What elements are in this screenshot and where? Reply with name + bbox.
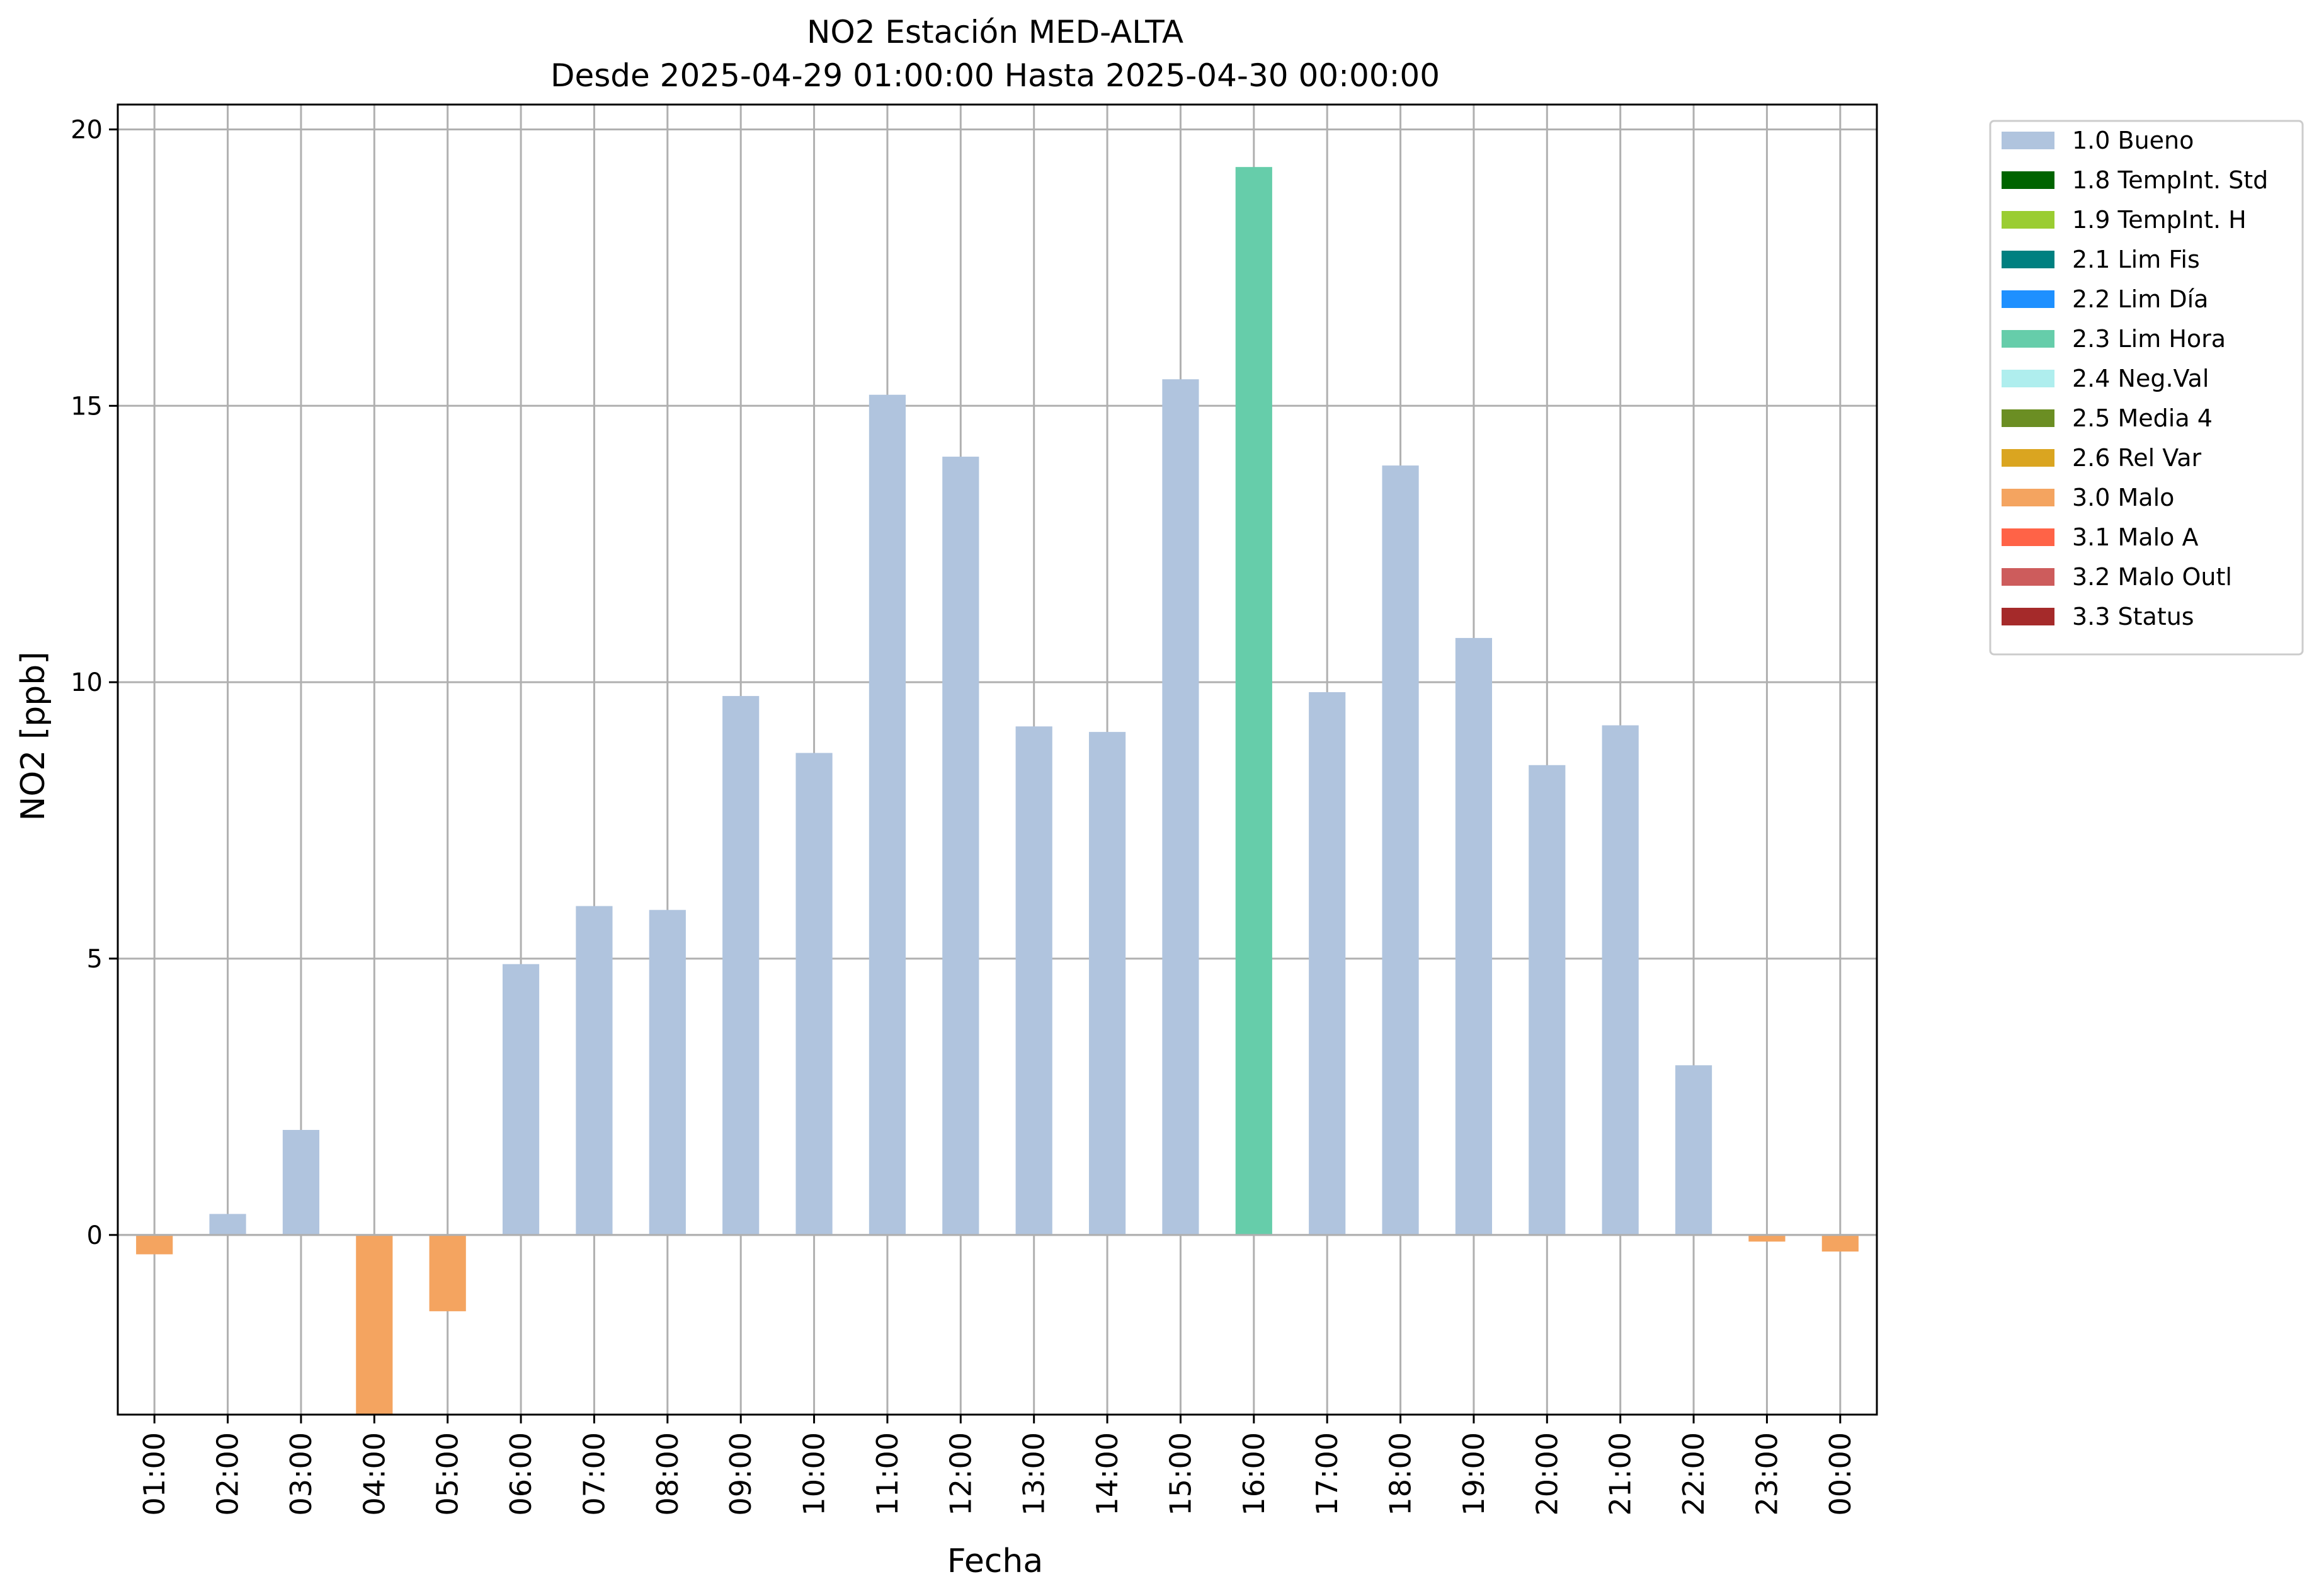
x-tick-label: 23:00 xyxy=(1750,1432,1784,1516)
chart-title: NO2 Estación MED-ALTA xyxy=(807,14,1183,50)
legend-swatch xyxy=(2002,211,2054,229)
y-tick-label: 5 xyxy=(87,945,103,974)
bar xyxy=(502,964,540,1235)
y-tick-label: 10 xyxy=(71,668,103,697)
x-tick-label: 03:00 xyxy=(284,1432,318,1516)
x-tick-label: 05:00 xyxy=(431,1432,465,1516)
legend-label: 3.1 Malo A xyxy=(2072,523,2198,551)
bar xyxy=(1309,692,1346,1235)
legend-label: 2.6 Rel Var xyxy=(2072,444,2202,472)
bar xyxy=(1821,1234,1859,1252)
y-tick-label: 15 xyxy=(71,392,103,421)
legend-swatch xyxy=(2002,330,2054,348)
legend-swatch xyxy=(2002,608,2054,625)
bar xyxy=(1748,1234,1786,1242)
bar xyxy=(429,1234,466,1311)
legend-swatch xyxy=(2002,132,2054,149)
x-tick-label: 09:00 xyxy=(724,1432,758,1516)
y-tick-label: 20 xyxy=(71,115,103,144)
x-tick-label: 18:00 xyxy=(1384,1432,1418,1516)
legend-label: 3.3 Status xyxy=(2072,603,2194,630)
bar xyxy=(356,1234,393,1415)
legend-swatch xyxy=(2002,409,2054,427)
bar xyxy=(136,1234,173,1255)
legend-swatch xyxy=(2002,449,2054,467)
bar xyxy=(1529,765,1566,1235)
bar xyxy=(869,394,906,1235)
legend: 1.0 Bueno 1.8 TempInt. Std 1.9 TempInt. H 2… xyxy=(1989,120,2304,656)
legend-label: 2.1 Lim Fis xyxy=(2072,246,2200,273)
bar xyxy=(1235,167,1272,1235)
bar xyxy=(1602,725,1639,1235)
legend-label: 1.8 TempInt. Std xyxy=(2072,166,2268,194)
y-axis-label: NO2 [ppb] xyxy=(14,651,52,821)
x-tick-label: 12:00 xyxy=(943,1432,977,1516)
x-tick-label: 02:00 xyxy=(211,1432,245,1516)
x-tick-label: 06:00 xyxy=(504,1432,538,1516)
legend-label: 3.0 Malo xyxy=(2072,484,2174,511)
bar xyxy=(209,1214,246,1235)
x-axis-ticks: 01:00 02:00 03:00 04:00 05:00 06:00 07:00 08:00… xyxy=(137,1415,1857,1516)
bar xyxy=(1088,732,1126,1235)
x-tick-label: 14:00 xyxy=(1090,1432,1124,1516)
legend-swatch xyxy=(2002,370,2054,387)
legend-label: 1.9 TempInt. H xyxy=(2072,206,2247,234)
bar xyxy=(649,909,686,1235)
x-tick-label: 21:00 xyxy=(1604,1432,1638,1516)
x-tick-label: 11:00 xyxy=(870,1432,904,1516)
bar xyxy=(795,753,833,1235)
x-axis-label: Fecha xyxy=(947,1542,1043,1580)
x-tick-label: 10:00 xyxy=(797,1432,831,1516)
bar xyxy=(1015,726,1052,1235)
chart-subtitle: Desde 2025-04-29 01:00:00 Hasta 2025-04-… xyxy=(550,57,1440,94)
legend-label: 1.0 Bueno xyxy=(2072,127,2194,154)
bar xyxy=(282,1130,320,1235)
legend-swatch xyxy=(2002,489,2054,506)
legend-swatch xyxy=(2002,568,2054,586)
bar xyxy=(942,457,979,1235)
bar xyxy=(1382,465,1419,1235)
bar xyxy=(576,906,613,1235)
bar xyxy=(1162,379,1199,1235)
bar xyxy=(1675,1065,1712,1235)
legend-swatch xyxy=(2002,290,2054,308)
legend-label: 2.4 Neg.Val xyxy=(2072,365,2209,392)
bar xyxy=(722,696,760,1235)
x-tick-label: 08:00 xyxy=(651,1432,685,1516)
x-tick-label: 16:00 xyxy=(1237,1432,1271,1516)
bar xyxy=(1455,637,1493,1235)
x-tick-label: 22:00 xyxy=(1677,1432,1711,1516)
legend-label: 2.3 Lim Hora xyxy=(2072,325,2226,353)
plot-area-frame xyxy=(117,103,1878,1416)
legend-label: 2.2 Lim Día xyxy=(2072,285,2208,313)
y-tick-label: 0 xyxy=(87,1221,103,1250)
legend-swatch xyxy=(2002,171,2054,189)
legend-swatch xyxy=(2002,251,2054,268)
y-axis-ticks: 0 5 10 15 20 xyxy=(71,115,118,1250)
x-tick-label: 01:00 xyxy=(137,1432,171,1516)
legend-swatch xyxy=(2002,528,2054,546)
bar-series xyxy=(136,167,1859,1415)
x-tick-label: 00:00 xyxy=(1823,1432,1857,1516)
legend-box xyxy=(1989,120,2304,656)
x-tick-label: 04:00 xyxy=(357,1432,391,1516)
x-tick-label: 17:00 xyxy=(1310,1432,1344,1516)
legend-label: 2.5 Media 4 xyxy=(2072,404,2213,432)
x-tick-label: 19:00 xyxy=(1457,1432,1491,1516)
x-tick-label: 20:00 xyxy=(1530,1432,1564,1516)
legend-label: 3.2 Malo Outl xyxy=(2072,563,2232,591)
x-tick-label: 07:00 xyxy=(577,1432,611,1516)
x-tick-label: 15:00 xyxy=(1163,1432,1197,1516)
x-tick-label: 13:00 xyxy=(1017,1432,1051,1516)
